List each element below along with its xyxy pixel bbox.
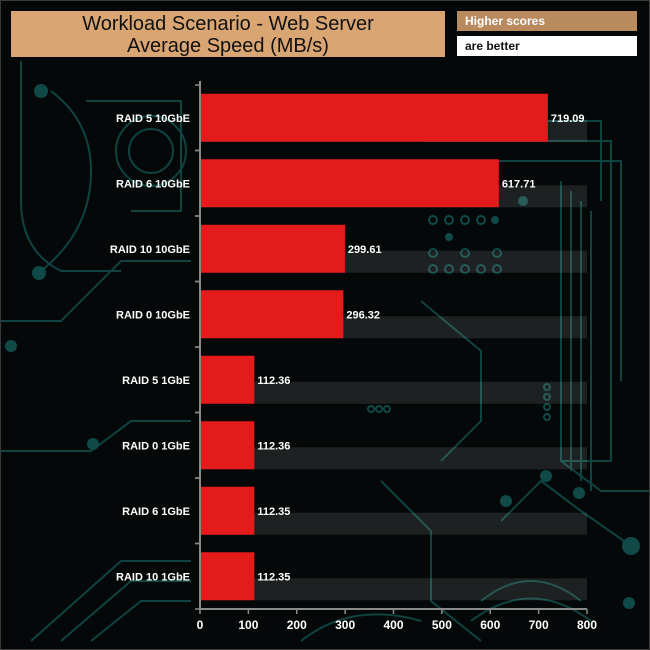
grid-band bbox=[200, 578, 587, 601]
x-tick-label: 400 bbox=[383, 618, 403, 632]
grid-band bbox=[200, 512, 587, 535]
value-label: 112.36 bbox=[257, 440, 290, 452]
x-tick-label: 0 bbox=[197, 618, 204, 632]
category-label: RAID 6 10GbE bbox=[116, 178, 190, 190]
chart-title-line2: Average Speed (MB/s) bbox=[127, 35, 329, 57]
grid-band bbox=[200, 447, 587, 470]
bar bbox=[201, 355, 255, 404]
value-label: 112.35 bbox=[257, 506, 290, 518]
category-label: RAID 10 10GbE bbox=[110, 244, 190, 256]
category-label: RAID 10 1GbE bbox=[116, 571, 190, 583]
x-tick-label: 500 bbox=[432, 618, 452, 632]
are-better-note: are better bbox=[457, 36, 637, 56]
category-label: RAID 0 10GbE bbox=[116, 309, 190, 321]
x-tick-label: 700 bbox=[529, 618, 549, 632]
higher-scores-note: Higher scores bbox=[457, 11, 637, 31]
category-label: RAID 5 10GbE bbox=[116, 113, 190, 125]
x-tick-label: 100 bbox=[238, 618, 258, 632]
value-label: 296.32 bbox=[346, 309, 380, 321]
value-label: 719.09 bbox=[551, 113, 585, 125]
bar bbox=[201, 93, 548, 142]
x-tick-label: 600 bbox=[480, 618, 500, 632]
x-tick-label: 300 bbox=[335, 618, 355, 632]
bar bbox=[201, 421, 255, 470]
bar bbox=[201, 224, 345, 273]
value-label: 112.36 bbox=[257, 375, 290, 387]
grid-band bbox=[200, 381, 587, 404]
value-label: 617.71 bbox=[502, 178, 536, 190]
bar bbox=[201, 486, 255, 535]
category-label: RAID 5 1GbE bbox=[122, 375, 190, 387]
bar bbox=[201, 159, 499, 208]
category-label: RAID 0 1GbE bbox=[122, 440, 190, 452]
chart-title-line1: Workload Scenario - Web Server bbox=[82, 13, 374, 35]
value-label: 299.61 bbox=[348, 244, 382, 256]
x-tick-label: 800 bbox=[577, 618, 597, 632]
category-label: RAID 6 1GbE bbox=[122, 506, 190, 518]
bar bbox=[201, 290, 344, 339]
chart-title-box: Workload Scenario - Web Server Average S… bbox=[11, 11, 445, 57]
value-label: 112.35 bbox=[257, 571, 290, 583]
bar bbox=[201, 552, 255, 601]
x-tick-label: 200 bbox=[287, 618, 307, 632]
